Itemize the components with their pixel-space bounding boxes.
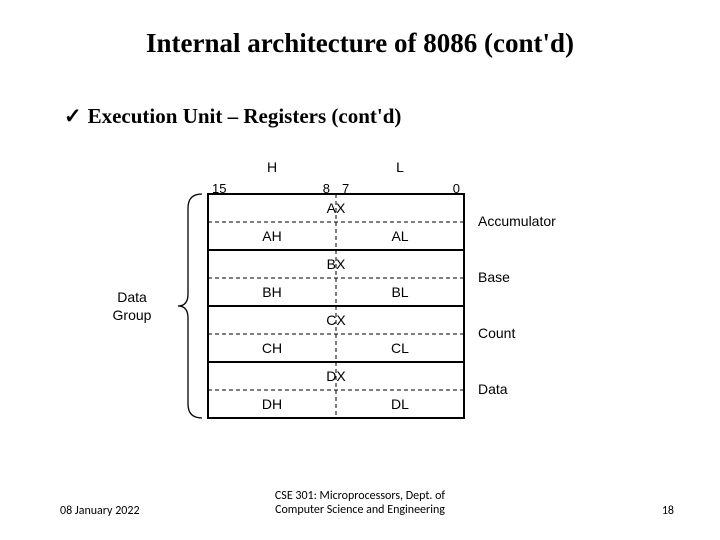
- check-icon: ✓: [64, 104, 82, 129]
- slide: Internal architecture of 8086 (cont'd) ✓…: [0, 0, 720, 540]
- svg-text:Accumulator: Accumulator: [478, 213, 556, 229]
- subtitle-text: Execution Unit – Registers (cont'd): [88, 104, 402, 128]
- svg-text:BL: BL: [391, 284, 408, 300]
- svg-text:DL: DL: [391, 396, 409, 412]
- slide-title: Internal architecture of 8086 (cont'd): [0, 28, 720, 59]
- svg-text:AL: AL: [391, 228, 408, 244]
- svg-text:Data: Data: [117, 289, 147, 305]
- svg-text:Group: Group: [113, 307, 152, 323]
- title-text: Internal architecture of 8086 (cont'd): [146, 28, 574, 58]
- svg-text:AX: AX: [327, 200, 346, 216]
- register-svg: HL15870AXAHALAccumulatorBXBHBLBaseCXCHCL…: [98, 158, 622, 470]
- footer-center: CSE 301: Microprocessors, Dept. of Compu…: [0, 490, 720, 518]
- svg-text:AH: AH: [262, 228, 281, 244]
- svg-text:CX: CX: [326, 312, 346, 328]
- svg-text:BH: BH: [262, 284, 281, 300]
- footer-center-l2: Computer Science and Engineering: [275, 503, 445, 517]
- register-figure: HL15870AXAHALAccumulatorBXBHBLBaseCXCHCL…: [98, 158, 622, 470]
- svg-text:DX: DX: [326, 368, 346, 384]
- slide-subtitle: ✓Execution Unit – Registers (cont'd): [64, 104, 401, 129]
- svg-text:Base: Base: [478, 269, 510, 285]
- svg-text:CH: CH: [262, 340, 282, 356]
- svg-text:DH: DH: [262, 396, 282, 412]
- footer-center-l1: CSE 301: Microprocessors, Dept. of: [275, 489, 445, 503]
- footer-page: 18: [662, 504, 674, 518]
- svg-text:Data: Data: [478, 381, 508, 397]
- svg-text:BX: BX: [327, 256, 346, 272]
- svg-text:H: H: [267, 159, 277, 175]
- svg-text:CL: CL: [391, 340, 409, 356]
- svg-text:L: L: [396, 159, 404, 175]
- svg-text:Count: Count: [478, 325, 515, 341]
